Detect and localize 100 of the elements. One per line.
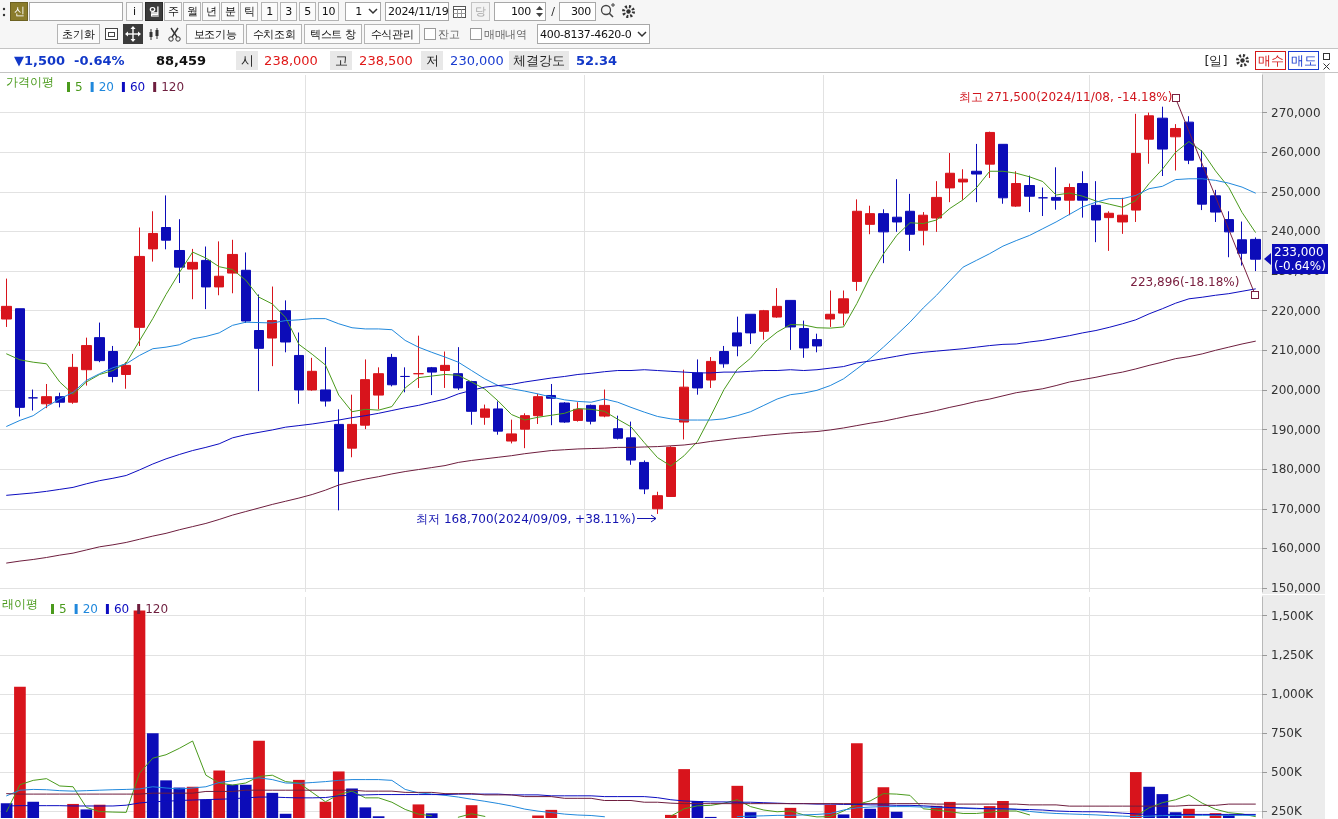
candlestick xyxy=(772,287,782,319)
candlestick xyxy=(480,404,490,426)
y-tick-label: 1,000K xyxy=(1271,686,1315,701)
y-tick-label: 150,000 xyxy=(1271,581,1321,595)
text: 238,000 xyxy=(264,53,318,68)
candlestick xyxy=(134,227,145,347)
candlestick xyxy=(945,152,955,203)
candlestick xyxy=(799,320,809,359)
text: 년 xyxy=(205,4,217,19)
line-series xyxy=(6,141,1256,467)
y-tick-label: 170,000 xyxy=(1271,501,1321,516)
candlestick xyxy=(759,309,769,341)
candlestick xyxy=(785,299,796,351)
text: 수식관리 xyxy=(370,26,414,42)
text: 230,000 xyxy=(450,53,504,68)
candlestick xyxy=(1,278,12,328)
text: 100 xyxy=(510,5,531,18)
text: 88,459 xyxy=(156,53,207,68)
candlestick xyxy=(1131,113,1141,223)
candlestick xyxy=(613,415,623,440)
candlestick xyxy=(161,194,171,250)
candlestick xyxy=(626,421,636,466)
text: 1 xyxy=(266,5,273,18)
candlestick xyxy=(15,308,25,417)
text: 일 xyxy=(148,4,160,19)
candlestick xyxy=(852,198,862,292)
candlestick xyxy=(493,400,503,436)
candlestick xyxy=(812,333,822,353)
text: 400-8137-4620-0 xyxy=(540,27,632,41)
text: 텍스트 창 xyxy=(310,26,356,42)
candlestick xyxy=(174,218,185,284)
candlestick xyxy=(81,337,92,387)
candlestick xyxy=(838,290,849,326)
legend-label: 60 xyxy=(129,80,146,94)
legend-label: 5 xyxy=(59,602,67,616)
text: 저 xyxy=(425,51,439,70)
candlestick xyxy=(427,366,437,396)
candlestick xyxy=(201,246,211,310)
text: 238,500 xyxy=(359,53,413,68)
text: -0.64% xyxy=(74,53,125,68)
candlestick xyxy=(998,143,1008,205)
candlestick xyxy=(187,248,198,300)
candlestick xyxy=(254,293,264,392)
candlestick xyxy=(347,394,357,458)
y-tick-label: 270,000 xyxy=(1271,105,1321,120)
candlestick xyxy=(1091,180,1101,243)
text: [일] xyxy=(1204,51,1228,70)
text: 틱 xyxy=(243,4,255,19)
candlestick xyxy=(745,313,756,345)
candlestick xyxy=(1117,197,1128,235)
legend-title: 래이평 xyxy=(2,597,38,611)
text: 수치조회 xyxy=(252,26,296,42)
candlestick xyxy=(1011,170,1021,208)
candlestick xyxy=(652,491,663,515)
candlestick xyxy=(1104,210,1114,252)
annotation: 223,896(-18.18%) xyxy=(1130,275,1240,290)
y-tick-label: 750K xyxy=(1271,725,1303,740)
candlestick xyxy=(825,290,835,328)
candlestick xyxy=(931,180,942,233)
y-tick-label: 200,000 xyxy=(1271,382,1321,397)
text: 5 xyxy=(304,5,311,18)
text: 10 xyxy=(321,5,336,18)
text: 분 xyxy=(224,4,236,19)
text: 매매내역 xyxy=(484,26,527,42)
candlestick xyxy=(679,369,689,440)
candlestick xyxy=(878,208,889,264)
legend-label: 20 xyxy=(98,80,114,94)
candlestick xyxy=(559,401,570,424)
text: / xyxy=(551,5,555,18)
annotation: 최고 271,500(2024/11/08, -14.18%) xyxy=(958,89,1173,104)
candlestick xyxy=(1197,149,1207,211)
line-series xyxy=(6,340,1256,564)
candlestick xyxy=(865,205,875,235)
candlestick xyxy=(121,361,131,390)
y-tick-label: 160,000 xyxy=(1271,541,1321,556)
legend-label: 5 xyxy=(75,80,83,94)
text: 초기화 xyxy=(62,26,95,42)
candlestick xyxy=(1064,183,1075,216)
candlestick xyxy=(1038,187,1048,217)
text: i xyxy=(133,5,136,18)
y-tick-label: 190,000 xyxy=(1271,422,1321,437)
candlestick xyxy=(28,389,38,412)
candlestick xyxy=(586,404,596,425)
candlestick xyxy=(373,366,384,410)
candlestick xyxy=(1144,112,1154,165)
candlestick xyxy=(1157,106,1168,177)
y-tick-label: 180,000 xyxy=(1271,462,1321,477)
candlestick xyxy=(1051,166,1061,211)
candlestick xyxy=(400,366,410,393)
text: 300 xyxy=(570,5,591,18)
candlestick xyxy=(227,239,238,294)
candlestick xyxy=(719,345,729,369)
candlestick xyxy=(307,357,317,392)
y-tick-label: 1,500K xyxy=(1271,608,1315,623)
y-tick-label: 240,000 xyxy=(1271,224,1321,239)
text: 보조기능 xyxy=(193,26,237,42)
candlestick xyxy=(666,445,676,498)
candlestick xyxy=(41,383,52,409)
text: ▼1,500 xyxy=(14,53,66,68)
candlestick xyxy=(639,459,649,495)
